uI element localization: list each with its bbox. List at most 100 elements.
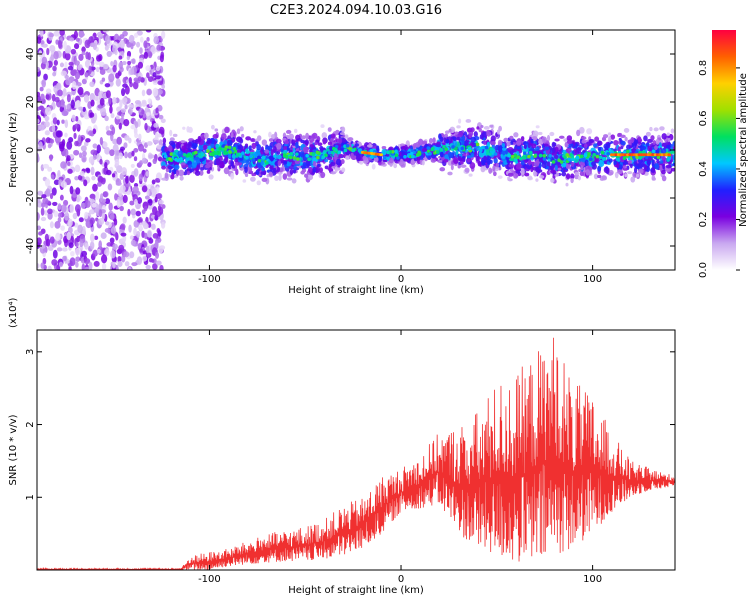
signal-mark: [340, 159, 345, 165]
signal-peak-mark: [224, 151, 229, 155]
noise-mark: [141, 220, 147, 227]
signal-mark: [244, 166, 248, 173]
noise-mark: [137, 143, 145, 152]
noise-mark: [51, 259, 58, 266]
signal-peak-mark: [641, 150, 646, 155]
noise-mark: [136, 230, 141, 238]
noise-mark: [120, 146, 126, 151]
signal-peak-mark: [651, 149, 656, 154]
signal-mark: [565, 182, 569, 187]
noise-mark: [159, 264, 164, 270]
signal-mark: [447, 171, 453, 176]
signal-peak-mark: [570, 154, 575, 158]
signal-mark: [168, 140, 175, 146]
signal-mark: [552, 147, 556, 154]
signal-mark: [535, 125, 540, 129]
signal-mark: [606, 156, 610, 160]
noise-mark: [60, 225, 65, 231]
signal-mark: [187, 160, 192, 166]
signal-mark: [269, 164, 274, 170]
signal-mark: [588, 138, 595, 144]
noise-mark: [89, 241, 95, 250]
signal-mark: [257, 168, 261, 172]
signal-mark: [601, 175, 608, 181]
signal-mark: [327, 141, 333, 146]
signal-mark: [430, 158, 437, 163]
snr-y-axis: 1 2 3: [25, 349, 675, 500]
signal-mark: [350, 152, 354, 159]
noise-mark: [66, 94, 71, 103]
signal-mark: [637, 141, 642, 145]
noise-mark: [52, 65, 57, 72]
signal-peak-mark: [488, 152, 492, 156]
signal-mark: [275, 138, 282, 144]
noise-mark: [147, 51, 153, 59]
signal-mark: [493, 157, 498, 164]
noise-mark: [41, 43, 48, 48]
noise-mark: [155, 260, 162, 266]
signal-mark: [231, 153, 236, 159]
noise-mark: [52, 249, 58, 259]
signal-mark: [224, 156, 229, 164]
signal-mark: [594, 136, 600, 142]
noise-mark: [84, 266, 90, 270]
signal-mark: [630, 176, 636, 183]
noise-mark: [133, 220, 140, 228]
noise-mark: [61, 247, 68, 252]
signal-mark: [324, 165, 329, 170]
noise-mark: [104, 162, 108, 169]
noise-mark: [141, 109, 145, 115]
noise-mark: [53, 51, 59, 60]
signal-mark: [439, 151, 444, 157]
noise-mark: [117, 260, 123, 267]
noise-mark: [62, 87, 67, 97]
signal-mark: [543, 143, 549, 147]
signal-peak-mark: [409, 151, 414, 156]
signal-peak-mark: [163, 154, 168, 159]
noise-mark: [137, 76, 142, 82]
noise-mark: [47, 245, 54, 251]
noise-mark: [100, 232, 107, 240]
noise-mark: [154, 240, 159, 249]
signal-mark: [234, 158, 239, 163]
signal-mark: [647, 145, 652, 152]
noise-mark: [105, 125, 110, 132]
noise-mark: [154, 132, 159, 140]
noise-mark: [43, 73, 48, 81]
noise-mark: [37, 118, 40, 124]
signal-peak-mark: [548, 153, 552, 158]
signal-mark: [324, 158, 329, 163]
noise-mark: [73, 30, 78, 39]
noise-mark: [75, 99, 81, 108]
signal-mark: [507, 172, 514, 177]
noise-mark: [90, 60, 95, 67]
signal-mark: [199, 169, 204, 176]
noise-mark: [128, 34, 135, 43]
signal-mark: [330, 133, 336, 139]
noise-mark: [112, 261, 116, 269]
signal-mark: [501, 142, 506, 148]
signal-mark: [566, 139, 573, 145]
noise-mark: [115, 78, 121, 87]
signal-peak-mark: [428, 151, 432, 156]
signal-peak-mark: [307, 157, 312, 161]
signal-peak-mark: [214, 151, 218, 155]
signal-mark: [537, 131, 543, 135]
signal-mark: [164, 172, 169, 179]
signal-mark: [520, 160, 525, 166]
signal-mark: [578, 126, 585, 134]
noise-mark: [155, 95, 161, 101]
signal-peak-mark: [292, 156, 297, 160]
signal-mark: [354, 143, 359, 147]
signal-peak-mark: [311, 152, 316, 156]
noise-mark: [69, 204, 75, 213]
noise-mark: [98, 217, 105, 226]
signal-mark: [170, 174, 175, 180]
noise-mark: [40, 207, 45, 216]
signal-mark: [443, 158, 449, 163]
noise-mark: [45, 88, 52, 94]
signal-mark: [535, 178, 539, 182]
noise-mark: [148, 198, 153, 206]
signal-mark: [276, 154, 282, 160]
signal-mark: [530, 143, 537, 149]
